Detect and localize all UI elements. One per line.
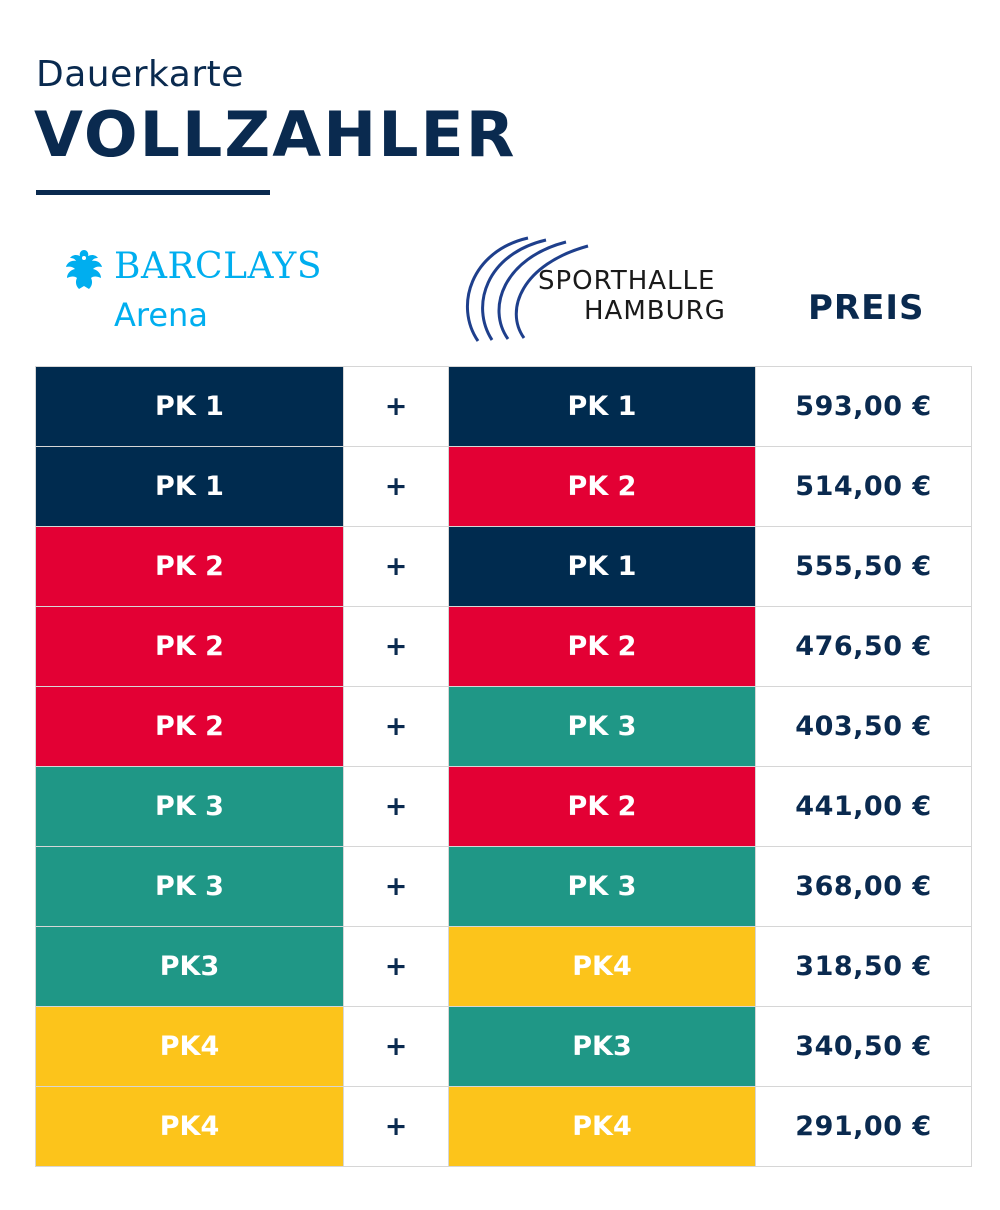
plus-sign-cell: + (343, 1006, 449, 1087)
price-cell: 476,50 € (755, 606, 972, 687)
table-row: PK 2 + PK 2 476,50 € (35, 606, 972, 687)
arena-category-cell: PK3 (35, 926, 344, 1007)
barclays-arena-logo: BARCLAYS Arena (62, 246, 322, 336)
arena-category-cell: PK 1 (35, 366, 344, 447)
price-cell: 593,00 € (755, 366, 972, 447)
title-underline (36, 190, 270, 195)
price-cell: 441,00 € (755, 766, 972, 847)
halle-category-cell: PK 3 (448, 846, 756, 927)
price-cell: 340,50 € (755, 1006, 972, 1087)
table-row: PK4 + PK4 291,00 € (35, 1086, 972, 1167)
price-cell: 403,50 € (755, 686, 972, 767)
plus-sign-cell: + (343, 606, 449, 687)
eagle-icon (66, 250, 102, 289)
plus-sign-cell: + (343, 446, 449, 527)
plus-sign-cell: + (343, 1086, 449, 1167)
halle-category-cell: PK4 (448, 1086, 756, 1167)
arena-category-cell: PK 3 (35, 846, 344, 927)
page-title: VOLLZAHLER (34, 98, 517, 171)
table-row: PK 2 + PK 1 555,50 € (35, 526, 972, 607)
barclays-wordmark: BARCLAYS (114, 246, 322, 287)
plus-sign-cell: + (343, 846, 449, 927)
plus-sign-cell: + (343, 526, 449, 607)
table-row: PK 2 + PK 3 403,50 € (35, 686, 972, 767)
halle-category-cell: PK 2 (448, 766, 756, 847)
price-table: PK 1 + PK 1 593,00 € PK 1 + PK 2 514,00 € PK 2 + P… (35, 366, 972, 1167)
arena-category-cell: PK4 (35, 1006, 344, 1087)
sporthalle-hamburg-logo: SPORTHALLE HAMBURG (456, 236, 756, 346)
arena-category-cell: PK 3 (35, 766, 344, 847)
table-row: PK 3 + PK 2 441,00 € (35, 766, 972, 847)
page-subtitle: Dauerkarte (36, 54, 244, 95)
table-row: PK 3 + PK 3 368,00 € (35, 846, 972, 927)
plus-sign-cell: + (343, 926, 449, 1007)
arena-category-cell: PK 2 (35, 526, 344, 607)
sporthalle-line1: SPORTHALLE (538, 266, 716, 296)
table-row: PK 1 + PK 2 514,00 € (35, 446, 972, 527)
halle-category-cell: PK3 (448, 1006, 756, 1087)
table-row: PK3 + PK4 318,50 € (35, 926, 972, 1007)
halle-category-cell: PK 3 (448, 686, 756, 767)
halle-category-cell: PK 1 (448, 366, 756, 447)
halle-category-cell: PK 2 (448, 606, 756, 687)
halle-category-cell: PK 2 (448, 446, 756, 527)
price-cell: 555,50 € (755, 526, 972, 607)
halle-category-cell: PK 1 (448, 526, 756, 607)
price-cell: 291,00 € (755, 1086, 972, 1167)
arena-wordmark: Arena (114, 296, 208, 334)
price-cell: 514,00 € (755, 446, 972, 527)
swoosh-arcs-icon (465, 236, 589, 342)
price-cell: 318,50 € (755, 926, 972, 1007)
arena-category-cell: PK 2 (35, 606, 344, 687)
table-row: PK 1 + PK 1 593,00 € (35, 366, 972, 447)
plus-sign-cell: + (343, 366, 449, 447)
arena-category-cell: PK4 (35, 1086, 344, 1167)
table-row: PK4 + PK3 340,50 € (35, 1006, 972, 1087)
halle-category-cell: PK4 (448, 926, 756, 1007)
sporthalle-line2: HAMBURG (584, 296, 726, 326)
arena-category-cell: PK 2 (35, 686, 344, 767)
plus-sign-cell: + (343, 766, 449, 847)
arena-category-cell: PK 1 (35, 446, 344, 527)
plus-sign-cell: + (343, 686, 449, 767)
price-column-header: PREIS (808, 288, 925, 328)
price-cell: 368,00 € (755, 846, 972, 927)
